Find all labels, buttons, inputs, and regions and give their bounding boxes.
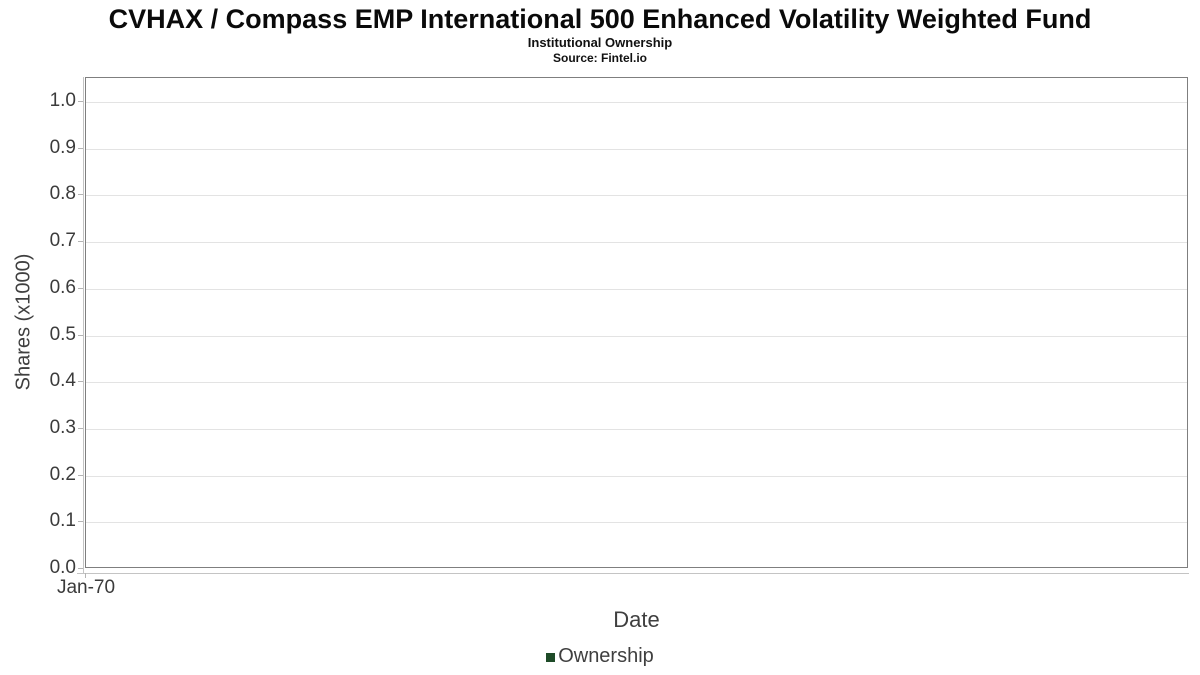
chart-source: Source: Fintel.io bbox=[552, 51, 647, 65]
y-axis-tick-mark bbox=[78, 521, 83, 522]
y-axis-tick-label: 0.1 bbox=[49, 510, 76, 531]
y-axis-tick-label: 0.9 bbox=[49, 137, 76, 158]
y-axis-tick-mark bbox=[78, 335, 83, 336]
legend: Ownership bbox=[0, 645, 1200, 668]
y-axis-tick-mark bbox=[78, 475, 83, 476]
y-axis-tick-label: 0.5 bbox=[49, 324, 76, 345]
gridline bbox=[86, 102, 1187, 103]
gridline bbox=[86, 288, 1187, 290]
y-axis-tick-label: 0.8 bbox=[49, 183, 76, 204]
gridline bbox=[86, 428, 1187, 430]
gridline bbox=[86, 522, 1187, 524]
y-axis-line bbox=[83, 77, 84, 574]
y-axis-tick-label: 0.4 bbox=[49, 370, 76, 391]
x-axis-tick-label: Jan-70 bbox=[56, 577, 116, 598]
y-axis-title: Shares (x1000) bbox=[12, 253, 35, 391]
y-axis-tick-label: 1.0 bbox=[49, 90, 76, 111]
y-axis-tick-mark bbox=[78, 568, 83, 569]
gridline bbox=[86, 195, 1187, 197]
gridline bbox=[86, 148, 1187, 150]
x-axis-line bbox=[77, 573, 1189, 574]
y-axis-tick-label: 0.7 bbox=[49, 230, 76, 251]
y-axis-tick-mark bbox=[78, 288, 83, 289]
y-axis-tick-mark bbox=[78, 381, 83, 382]
y-axis-tick-mark bbox=[78, 194, 83, 195]
x-axis-tick-mark bbox=[85, 573, 86, 578]
gridline bbox=[86, 335, 1187, 337]
y-axis-tick-mark bbox=[78, 101, 83, 102]
y-axis-tick-label: 0.3 bbox=[49, 417, 76, 438]
y-axis-tick-mark bbox=[78, 148, 83, 149]
y-axis-tick-label: 0.2 bbox=[49, 464, 76, 485]
chart-title: CVHAX / Compass EMP International 500 En… bbox=[108, 4, 1092, 34]
gridline bbox=[86, 242, 1187, 244]
legend-ownership-label: Ownership bbox=[558, 645, 654, 667]
y-axis-tick-mark bbox=[78, 241, 83, 242]
plot-area bbox=[85, 77, 1188, 568]
y-axis-tick-label: 0.0 bbox=[49, 557, 76, 578]
chart-subtitle: Institutional Ownership bbox=[527, 35, 673, 50]
gridline bbox=[86, 475, 1187, 477]
x-axis-title: Date bbox=[613, 607, 660, 632]
legend-ownership-marker-icon bbox=[546, 653, 556, 662]
y-axis-tick-mark bbox=[78, 428, 83, 429]
gridline bbox=[86, 382, 1187, 384]
y-axis-tick-label: 0.6 bbox=[49, 277, 76, 298]
